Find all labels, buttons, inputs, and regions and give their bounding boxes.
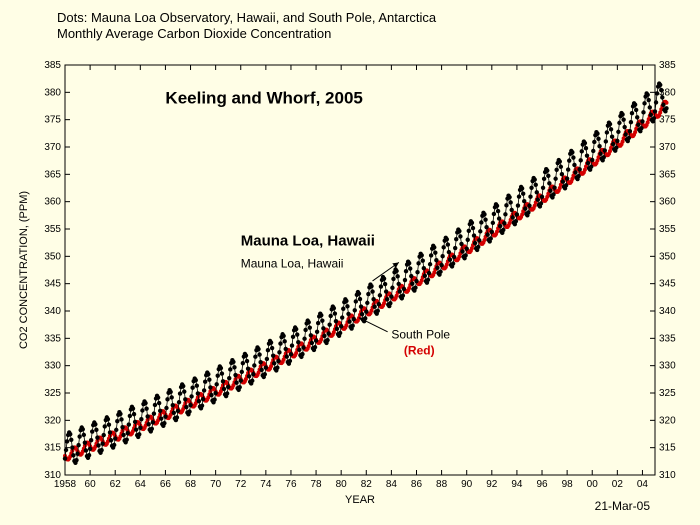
x-tick-label: 92 xyxy=(486,479,498,490)
annotation-ml_big: Mauna Loa, Hawaii xyxy=(241,232,375,249)
annotation-date: 21-Mar-05 xyxy=(595,499,651,513)
y-tick-label-right: 310 xyxy=(659,470,676,481)
y-tick-label-right: 325 xyxy=(659,388,676,399)
x-tick-label: 76 xyxy=(285,479,297,490)
y-tick-label: 330 xyxy=(44,361,61,372)
annotation-credit: Keeling and Whorf, 2005 xyxy=(165,88,362,107)
x-tick-label: 04 xyxy=(637,479,649,490)
x-axis-label: YEAR xyxy=(345,494,375,506)
y-tick-label-right: 370 xyxy=(659,142,676,153)
y-tick-label: 315 xyxy=(44,443,61,454)
y-tick-label: 385 xyxy=(44,60,61,71)
y-tick-label-right: 315 xyxy=(659,443,676,454)
y-tick-label: 360 xyxy=(44,197,61,208)
x-tick-label: 68 xyxy=(185,479,197,490)
annotation-sp: South Pole xyxy=(391,327,450,341)
x-tick-label: 72 xyxy=(235,479,247,490)
y-tick-label-right: 345 xyxy=(659,279,676,290)
x-tick-label: 02 xyxy=(612,479,624,490)
y-tick-label-right: 355 xyxy=(659,224,676,235)
x-tick-label: 88 xyxy=(436,479,448,490)
x-tick-label: 00 xyxy=(587,479,599,490)
y-tick-label-right: 365 xyxy=(659,169,676,180)
chart-title-2: Monthly Average Carbon Dioxide Concentra… xyxy=(57,26,331,41)
y-tick-label-right: 330 xyxy=(659,361,676,372)
y-tick-label: 355 xyxy=(44,224,61,235)
y-tick-label: 320 xyxy=(44,415,61,426)
x-tick-label: 60 xyxy=(85,479,97,490)
y-tick-label: 325 xyxy=(44,388,61,399)
keeling-curve-chart: Dots: Mauna Loa Observatory, Hawaii, and… xyxy=(0,0,700,525)
x-tick-label: 64 xyxy=(135,479,147,490)
chart-title-1: Dots: Mauna Loa Observatory, Hawaii, and… xyxy=(57,10,437,25)
x-tick-label: 98 xyxy=(562,479,574,490)
y-axis-label: CO2 CONCENTRATION, (PPM) xyxy=(18,191,30,349)
x-tick-label: 94 xyxy=(511,479,523,490)
y-tick-label-right: 340 xyxy=(659,306,676,317)
y-tick-label-right: 335 xyxy=(659,333,676,344)
y-tick-label: 375 xyxy=(44,115,61,126)
x-tick-label: 90 xyxy=(461,479,473,490)
x-tick-label: 86 xyxy=(411,479,423,490)
annotation-sp_red: (Red) xyxy=(404,344,435,358)
y-tick-label-right: 385 xyxy=(659,60,676,71)
x-tick-label: 74 xyxy=(260,479,272,490)
annotation-ml_small: Mauna Loa, Hawaii xyxy=(241,256,344,270)
y-tick-label-right: 350 xyxy=(659,251,676,262)
y-tick-label: 365 xyxy=(44,169,61,180)
x-tick-label: 1958 xyxy=(54,479,77,490)
x-tick-label: 78 xyxy=(311,479,323,490)
y-tick-label-right: 320 xyxy=(659,415,676,426)
x-tick-label: 96 xyxy=(536,479,548,490)
x-tick-label: 84 xyxy=(386,479,398,490)
y-tick-label: 370 xyxy=(44,142,61,153)
y-tick-label: 380 xyxy=(44,87,61,98)
y-tick-label-right: 375 xyxy=(659,115,676,126)
y-tick-label: 335 xyxy=(44,333,61,344)
x-tick-label: 80 xyxy=(336,479,348,490)
x-tick-label: 62 xyxy=(110,479,122,490)
y-tick-label-right: 360 xyxy=(659,197,676,208)
x-tick-label: 82 xyxy=(361,479,373,490)
y-tick-label: 350 xyxy=(44,251,61,262)
y-tick-label: 340 xyxy=(44,306,61,317)
x-tick-label: 70 xyxy=(210,479,222,490)
x-tick-label: 66 xyxy=(160,479,172,490)
y-tick-label: 345 xyxy=(44,279,61,290)
